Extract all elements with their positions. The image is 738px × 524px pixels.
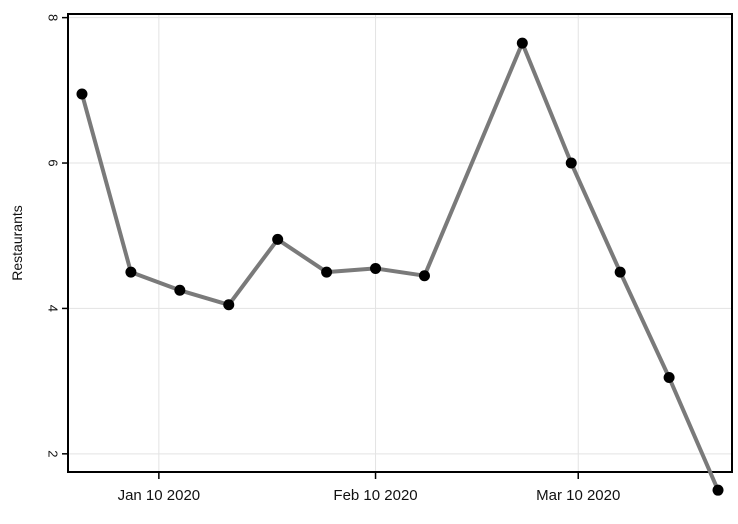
data-points (76, 37, 724, 496)
y-axis: 2 4 6 8 (46, 14, 68, 457)
x-tick-label: Jan 10 2020 (118, 487, 201, 504)
data-point (565, 157, 577, 169)
x-axis: Jan 10 2020 Feb 10 2020 Mar 10 2020 (118, 472, 620, 504)
plot-frame (67, 13, 733, 473)
y-tick-label: 6 (46, 159, 61, 166)
data-point (76, 88, 88, 100)
data-point (223, 299, 235, 311)
data-point (272, 233, 284, 245)
y-axis-label: Restaurants (9, 205, 25, 280)
y-tick-label: 4 (46, 305, 61, 312)
y-tick-label: 2 (46, 450, 61, 457)
x-tick-label: Mar 10 2020 (536, 487, 620, 504)
data-point (321, 266, 333, 278)
data-point (712, 484, 724, 496)
y-tick-label: 8 (46, 14, 61, 21)
data-point (174, 284, 186, 296)
x-tick-label: Feb 10 2020 (333, 487, 417, 504)
grid-lines (68, 14, 732, 472)
data-point (663, 371, 675, 383)
data-point (614, 266, 626, 278)
data-point (370, 262, 382, 274)
data-point (418, 270, 430, 282)
data-point (516, 37, 528, 49)
series-line (80, 41, 720, 491)
data-point (125, 266, 137, 278)
